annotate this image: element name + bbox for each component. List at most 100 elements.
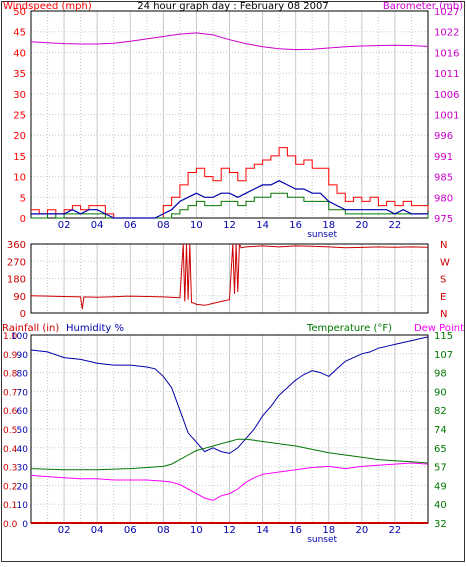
y-tick-label-humidity: 40 [17,445,29,455]
y-tick-label-humidity: 10 [17,501,29,511]
y-tick-label-temperature: 115 [434,331,453,342]
x-tick-label: 08 [157,525,170,536]
y-tick-label-compass: N [440,240,447,251]
y-tick-label-temperature: 90 [434,387,447,398]
y-tick-label-windspeed: 0 [20,214,26,225]
x-tick-label: 16 [289,220,302,231]
y-tick-label-humidity: 60 [17,407,29,417]
x-tick-label: 20 [355,525,368,536]
y-tick-label-temperature: 98 [434,369,447,380]
y-tick-label-humidity: 100 [11,332,28,342]
y-tick-label-windspeed: 10 [13,173,26,184]
x-tick-label: 18 [322,220,335,231]
axis-label-rainfall: Rainfall (in) [2,323,59,334]
series-temperature-line [30,438,429,471]
y-tick-label-rainfall: 0.7 [3,388,17,398]
y-tick-label-direction: 0 [20,309,26,320]
x-tick-label: 14 [256,525,269,536]
y-tick-label-rainfall: 0.9 [3,351,18,361]
y-tick-label-barometer: 1001 [434,111,459,122]
axis-label-windspeed: Windspeed (mph) [3,1,92,12]
plot-frame [30,243,429,314]
y-tick-label-rainfall: 0.0 [3,520,18,530]
series-wind-gust-line [31,147,429,219]
axis-label-barometer: Barometer (mb) [383,1,463,12]
x-tick-label: 06 [124,525,137,536]
series-humidity-line [30,336,429,454]
y-tick-label-barometer: 996 [434,131,453,142]
x-tick-label: 22 [389,220,402,231]
axis-label-dewpoint: Dew Point [414,323,464,334]
y-tick-label-barometer: 1022 [434,28,459,39]
axis-label-humidity: Humidity % [66,323,124,334]
chart-title: 24 hour graph day : February 08 2007 [137,1,328,12]
y-tick-label-humidity: 80 [17,370,29,380]
y-tick-label-barometer: 985 [434,173,453,184]
x-tick-label: 22 [389,525,402,536]
series-wind-direction-line [30,243,429,310]
y-tick-label-direction: 90 [13,292,26,303]
x-tick-label: 16 [289,525,302,536]
y-tick-label-barometer: 975 [434,214,453,225]
y-tick-label-humidity: 90 [17,351,29,361]
y-tick-label-barometer: 1016 [434,48,459,59]
y-tick-label-humidity: 20 [17,482,29,492]
y-tick-label-compass: E [440,292,446,303]
y-tick-label-barometer: 1027 [434,7,459,18]
x-tick-label: 04 [91,525,104,536]
y-tick-label-windspeed: 40 [13,48,26,59]
axis-label-temperature: Temperature (°F) [306,323,392,334]
y-tick-label-rainfall: 0.6 [3,407,18,417]
y-tick-label-barometer: 1011 [434,69,459,80]
y-tick-label-temperature: 40 [434,500,447,511]
y-tick-label-compass: N [440,309,447,320]
x-tick-label: 20 [355,220,368,231]
y-tick-label-temperature: 107 [434,350,453,361]
x-tick-label: 12 [223,220,236,231]
y-tick-label-humidity: 70 [17,388,29,398]
y-tick-label-windspeed: 30 [13,90,26,101]
y-tick-label-windspeed: 25 [13,111,26,122]
x-tick-label: 14 [256,220,269,231]
series-dewpoint-line [30,462,429,501]
y-tick-label-temperature: 82 [434,406,447,417]
y-tick-label-rainfall: 0.8 [3,370,18,380]
x-tick-label: 12 [223,525,236,536]
y-tick-label-barometer: 1006 [434,90,459,101]
y-tick-label-rainfall: 0.2 [3,482,17,492]
y-tick-label-windspeed: 50 [13,7,26,18]
y-tick-label-rainfall: 1.0 [3,332,18,342]
x-tick-label: 10 [190,525,203,536]
y-tick-label-direction: 360 [7,240,26,251]
y-tick-label-compass: S [440,275,446,286]
series-wind-average-line [31,180,428,219]
x-tick-label: 02 [58,525,71,536]
y-tick-label-rainfall: 0.1 [3,501,17,511]
y-tick-label-humidity: 30 [17,464,29,474]
y-tick-label-barometer: 991 [434,152,453,163]
y-tick-label-direction: 180 [7,275,26,286]
plot-frame [30,10,429,219]
y-tick-label-windspeed: 20 [13,131,26,142]
y-tick-label-humidity: 50 [17,426,29,436]
y-tick-label-rainfall: 0.4 [3,445,18,455]
sunset-label: sunset [307,230,337,240]
y-tick-label-rainfall: 0.3 [3,464,17,474]
series-barometer-line [30,32,429,51]
x-tick-label: 18 [322,525,335,536]
x-tick-label: 02 [58,220,71,231]
x-tick-label: 08 [157,220,170,231]
y-tick-label-windspeed: 35 [13,69,26,80]
y-tick-label-temperature: 57 [434,463,447,474]
x-tick-label: 10 [190,220,203,231]
y-tick-label-barometer: 980 [434,193,453,204]
y-tick-label-rainfall: 0.5 [3,426,17,436]
x-tick-label: 06 [124,220,137,231]
sunset-label: sunset [307,535,337,545]
x-tick-label: 04 [91,220,104,231]
y-tick-label-temperature: 65 [434,444,447,455]
y-tick-label-humidity: 0 [22,520,28,530]
